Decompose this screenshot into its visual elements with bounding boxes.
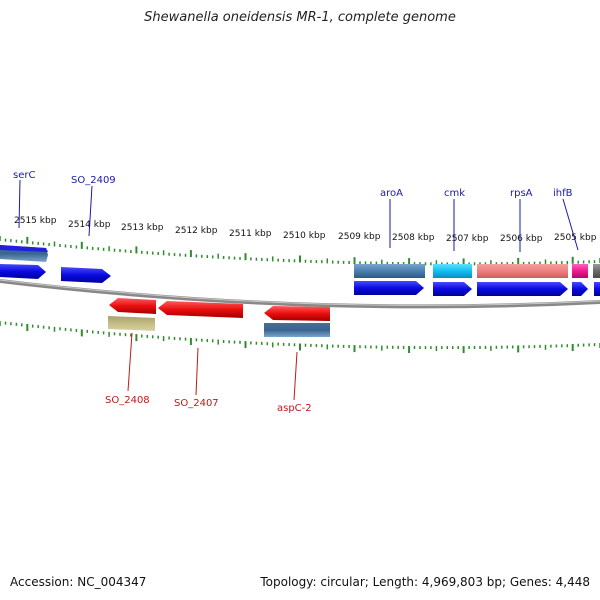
genome-summary: Topology: circular; Length: 4,969,803 bp…: [260, 575, 590, 589]
gene-label-rpsA: rpsA: [510, 188, 533, 199]
gene-label-serC: serC: [13, 170, 35, 181]
gene-arrow-rpsA: [477, 282, 568, 296]
gene-label-cmk: cmk: [444, 188, 465, 199]
kbp-label: 2510 kbp: [283, 231, 326, 241]
kbp-label: 2515 kbp: [14, 216, 57, 226]
gene-feature: [0, 245, 48, 252]
gene-feature-aspC-2: [264, 323, 330, 337]
gene-feature-ihfB: [572, 264, 588, 278]
gene-arrow: [594, 282, 600, 296]
gene-label-SO_2409: SO_2409: [71, 175, 116, 186]
map-title: Shewanella oneidensis MR-1, complete gen…: [144, 10, 456, 25]
kbp-label: 2507 kbp: [446, 234, 489, 244]
reverse-genes: [109, 298, 330, 321]
kbp-label: 2506 kbp: [500, 234, 543, 244]
genome-backbone: [0, 279, 600, 309]
gene-label-SO_2407: SO_2407: [174, 398, 219, 409]
forward-features-outer: [0, 245, 600, 278]
gene-arrow-serC: [0, 264, 46, 279]
gene-feature-aroA: [354, 264, 425, 278]
gene-arrow-aspC-2: [264, 306, 330, 321]
gene-arrow-cmk: [433, 282, 472, 296]
gene-arrow-aroA: [354, 281, 424, 295]
gene-feature-rpsA: [477, 264, 568, 278]
genome-backbone-highlight: [0, 279, 600, 306]
gene-arrow-SO_2409: [61, 267, 111, 283]
kbp-label: 2505 kbp: [554, 233, 597, 243]
gene-feature-SO_2408: [108, 316, 155, 331]
kbp-labels: 2515 kbp 2514 kbp 2513 kbp 2512 kbp 2511…: [14, 216, 597, 244]
kbp-label: 2512 kbp: [175, 226, 218, 236]
kbp-label: 2508 kbp: [392, 233, 435, 243]
gene-arrow-SO_2408: [109, 298, 156, 314]
gene-label-SO_2408: SO_2408: [105, 395, 150, 406]
gene-feature: [593, 264, 600, 278]
reverse-features-inner: [108, 316, 330, 337]
label-leaders: [18, 179, 579, 401]
gene-label-ihfB: ihfB: [553, 188, 573, 199]
gene-label-aspC-2: aspC-2: [277, 403, 312, 414]
gene-labels: serC SO_2409 aroA cmk rpsA ihfB SO_2408 …: [13, 170, 573, 414]
inner-scale-ticks: [0, 321, 600, 354]
gene-feature-cmk: [433, 264, 472, 278]
kbp-label: 2509 kbp: [338, 232, 381, 242]
gene-arrow-SO_2407: [158, 301, 243, 318]
forward-genes: [0, 264, 600, 296]
gene-label-aroA: aroA: [380, 188, 403, 199]
accession-label: Accession: NC_004347: [10, 575, 147, 589]
kbp-label: 2511 kbp: [229, 229, 272, 239]
gene-arrow-ihfB: [572, 282, 588, 296]
kbp-label: 2513 kbp: [121, 223, 164, 233]
